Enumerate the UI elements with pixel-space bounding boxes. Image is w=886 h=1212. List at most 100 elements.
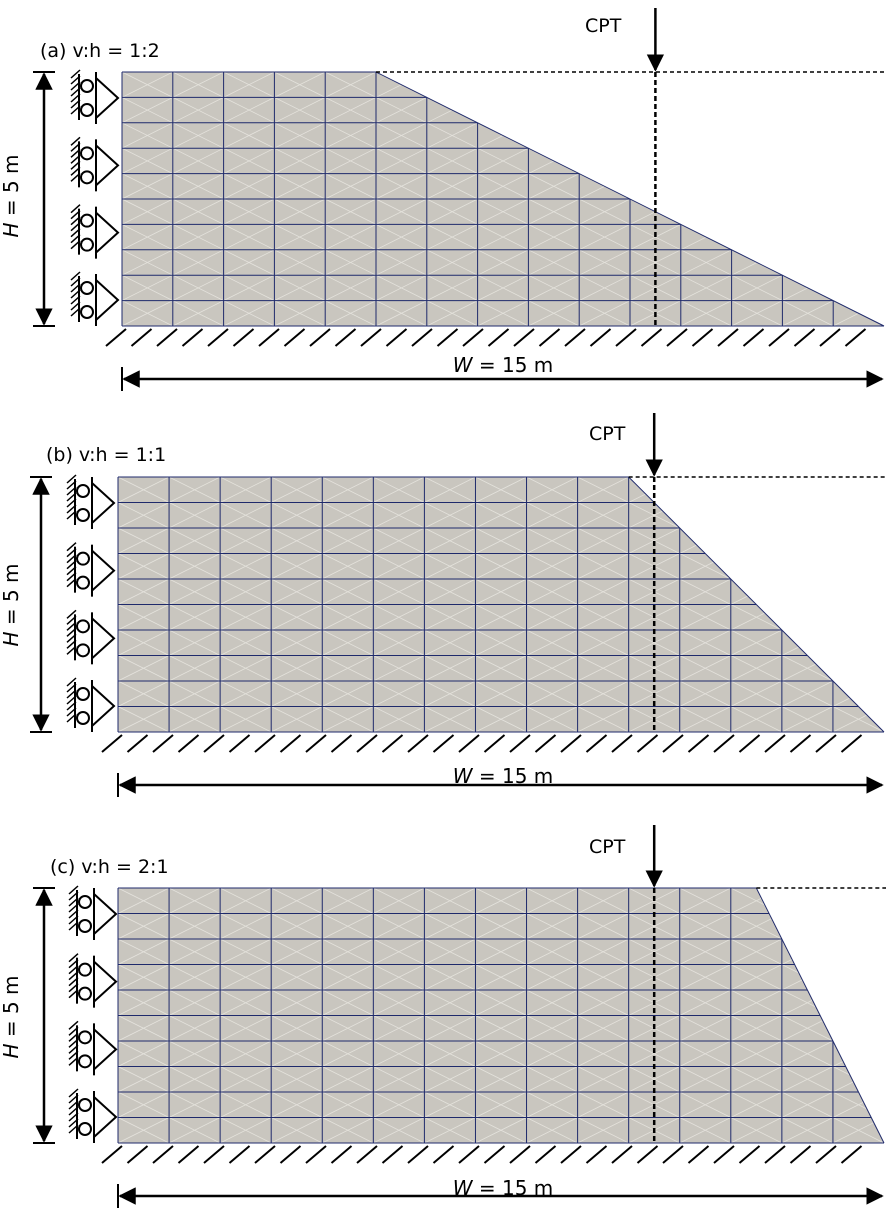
ground-hatch-mark (305, 734, 327, 753)
ground-hatch-mark (840, 1145, 863, 1164)
ground-hatch-mark (458, 734, 480, 753)
roller-support-icon (66, 677, 116, 732)
ground-hatch-mark (738, 734, 761, 753)
slope-face (628, 476, 885, 733)
ground-hatch-mark (742, 328, 765, 347)
ground-hatch-mark (611, 1145, 633, 1164)
ground-hatch-mark (687, 734, 710, 753)
supports-b (66, 474, 116, 732)
height-label-b: H = 5 m (0, 563, 23, 646)
ground-hatch-mark (309, 328, 331, 347)
ground-hatch-mark (101, 1145, 123, 1164)
roller-support-icon (66, 609, 116, 665)
ground-hatch-mark (534, 1145, 557, 1164)
panel-label-c: (c) v:h = 2:1 (50, 856, 169, 878)
ground-hatch-mark (203, 1145, 225, 1164)
panel-label-a: (a) v:h = 1:2 (40, 40, 160, 62)
ground-hatch-mark (585, 734, 608, 753)
ground-hatch-mark (589, 328, 612, 347)
ground-hatch-mark (840, 734, 863, 753)
cpt-label-c: CPT (589, 836, 626, 858)
ground-hatch-mark (152, 1145, 174, 1164)
ground-hatch-mark (126, 1145, 149, 1164)
ground-hatch-mark (381, 1145, 404, 1164)
ground-hatch-mark (177, 734, 200, 753)
ground-hatch-mark (330, 734, 353, 753)
roller-support-icon (68, 1020, 118, 1076)
ground-hatch-mark (636, 1145, 659, 1164)
ground-hatch-mark (232, 328, 255, 347)
ground-hatch-mark (585, 1145, 608, 1164)
ground-hatch-mark (462, 328, 484, 347)
roller-support-icon (66, 542, 116, 597)
ground-hatch-mark (411, 328, 433, 347)
ground-hatch-mark (738, 1145, 761, 1164)
ground-hatch-mark (764, 1145, 786, 1164)
ground-hatch-mark (509, 734, 531, 753)
ground-hatch-mark (487, 328, 510, 347)
ground-hatch-mark (611, 734, 633, 753)
ground-hatch-mark (228, 1145, 251, 1164)
roller-support-icon (68, 1088, 118, 1143)
ground-hatch-mark (203, 734, 225, 753)
width-label-b: W = 15 m (453, 764, 554, 788)
ground-hatch-mark (819, 328, 841, 347)
ground-hatch-mark (207, 328, 229, 347)
ground-hatch-mark (560, 1145, 582, 1164)
ground-hatch-mark (636, 734, 659, 753)
ground-hatch-mark (666, 328, 688, 347)
supports-c (68, 885, 118, 1143)
ground-hatch-mark (105, 328, 127, 347)
ground-hatch-mark (687, 1145, 710, 1164)
slope-face (755, 887, 885, 1144)
ground-hatch-mark (283, 328, 306, 347)
ground-hatch-mark (181, 328, 204, 347)
ground-hatch-mark (717, 328, 739, 347)
ground-hatch-mark (789, 1145, 812, 1164)
ground-hatch-mark (385, 328, 408, 347)
width-label-a: W = 15 m (453, 353, 554, 377)
ground-hatch-mark (126, 734, 149, 753)
ground-hatch-mark (815, 1145, 837, 1164)
ground-hatch-mark (381, 734, 404, 753)
ground-hatch-mark (279, 734, 302, 753)
ground-hatch-mark (793, 328, 816, 347)
ground-hatch-mark (564, 328, 586, 347)
ground-hatch-mark (334, 328, 357, 347)
ground-hatch-mark (844, 328, 867, 347)
cpt-label-a: CPT (585, 15, 622, 37)
ground-hatch-mark (258, 328, 280, 347)
ground-hatch-mark (713, 734, 735, 753)
ground-hatch-mark (538, 328, 561, 347)
ground-hatch-mark (407, 734, 429, 753)
ground-hatch-mark (432, 1145, 455, 1164)
ground-hatch-mark (662, 734, 684, 753)
ground-hatch-mark (130, 328, 153, 347)
height-label-a: H = 5 m (0, 154, 23, 237)
ground-hatch-mark (458, 1145, 480, 1164)
roller-support-icon (70, 204, 120, 259)
mesh-c (33, 825, 886, 1208)
ground-hatch-b (101, 734, 863, 753)
ground-hatch-mark (713, 1145, 735, 1164)
panel-a: (a) v:h = 1:2 CPT H = 5 m W = 15 m (0, 8, 886, 391)
ground-hatch-mark (560, 734, 582, 753)
ground-hatch-mark (662, 1145, 684, 1164)
ground-hatch-mark (279, 1145, 302, 1164)
roller-support-icon (68, 953, 118, 1008)
ground-hatch-mark (254, 1145, 276, 1164)
ground-hatch-mark (691, 328, 714, 347)
ground-hatch-mark (330, 1145, 353, 1164)
ground-hatch-mark (101, 734, 123, 753)
ground-hatch-mark (534, 734, 557, 753)
roller-support-icon (70, 136, 120, 192)
ground-hatch-mark (483, 1145, 506, 1164)
mesh-b (30, 413, 886, 797)
roller-support-icon (70, 271, 120, 326)
ground-hatch-mark (228, 734, 251, 753)
ground-hatch-mark (305, 1145, 327, 1164)
ground-hatch-mark (640, 328, 663, 347)
ground-hatch-c (101, 1145, 863, 1164)
ground-hatch-mark (152, 734, 174, 753)
